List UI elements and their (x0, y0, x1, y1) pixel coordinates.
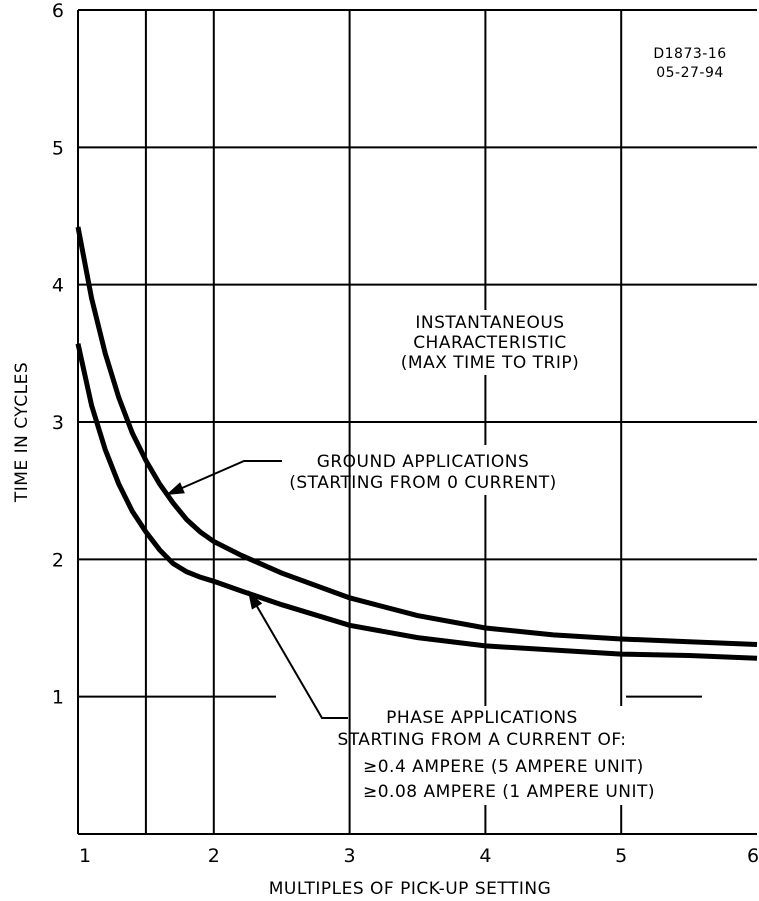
drawing-ref-date: 05-27-94 (656, 65, 724, 81)
ground-label-line-2: (STARTING FROM 0 CURRENT) (289, 473, 557, 493)
y-axis-title: TIME IN CYCLES (12, 362, 32, 503)
phase-label-leader (247, 590, 348, 719)
x-tick-label: 5 (615, 845, 627, 867)
x-tick-label: 2 (208, 845, 220, 867)
phase-label-line-4: ≥0.08 AMPERE (1 AMPERE UNIT) (363, 782, 655, 802)
x-tick-label: 6 (747, 845, 759, 867)
y-tick-label: 5 (52, 137, 64, 159)
phase-label-line-3: ≥0.4 AMPERE (5 AMPERE UNIT) (363, 757, 644, 777)
curve-layer (75, 226, 758, 719)
characteristic-label-line-2: CHARACTERISTIC (413, 333, 567, 353)
y-tick-label: 2 (52, 549, 64, 571)
x-tick-label: 1 (79, 845, 91, 867)
ground-applications-curve (75, 226, 758, 647)
x-tick-label: 3 (344, 845, 356, 867)
y-tick-label: 6 (52, 0, 64, 22)
y-tick-label: 3 (52, 412, 64, 434)
ground-arrow-head (166, 482, 185, 495)
phase-label-line-2: STARTING FROM A CURRENT OF: (337, 730, 626, 750)
plot-grid (77, 9, 757, 835)
characteristic-label-line-3: (MAX TIME TO TRIP) (401, 353, 579, 373)
ground-label-leader (165, 460, 282, 496)
y-tick-label: 1 (52, 687, 64, 709)
ground-label-line-1: GROUND APPLICATIONS (317, 452, 530, 472)
characteristic-label-line-1: INSTANTANEOUS (415, 313, 564, 333)
drawing-ref-number: D1873-16 (653, 46, 726, 62)
phase-label-line-1: PHASE APPLICATIONS (386, 708, 578, 728)
y-tick-label: 4 (52, 275, 64, 297)
phase-applications-curve (75, 343, 758, 661)
x-axis-title: MULTIPLES OF PICK-UP SETTING (269, 879, 552, 899)
x-tick-label: 4 (479, 845, 491, 867)
tick-labels: 1 2 3 4 5 6 1 2 3 4 5 6 (52, 0, 759, 867)
phase-arrow-head (248, 591, 263, 610)
